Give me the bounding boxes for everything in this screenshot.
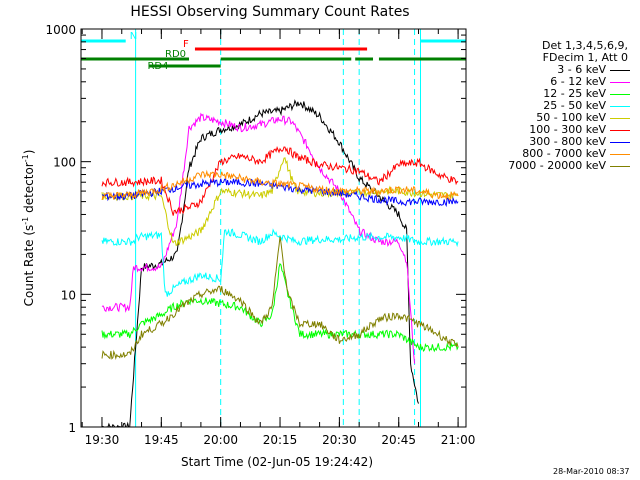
legend-entry: 100 - 300 keV — [470, 124, 636, 136]
series-lines — [101, 99, 459, 428]
legend-swatch — [610, 130, 630, 131]
chart-title: HESSI Observing Summary Count Rates — [130, 4, 409, 20]
series-line-5 — [101, 146, 459, 216]
y-axis-ticks: 1 10 100 1000 — [45, 23, 466, 435]
legend-swatch — [610, 94, 630, 95]
y-tick-label: 10 — [61, 288, 76, 302]
x-tick-label: 20:15 — [263, 433, 298, 447]
legend-entry: 12 - 25 keV — [470, 88, 636, 100]
legend-entry-label: 12 - 25 keV — [543, 87, 606, 100]
y-axis-label-tail: detector — [22, 162, 36, 217]
legend-swatch — [610, 154, 630, 155]
y-axis-label-sup: -1 — [21, 217, 30, 225]
timestamp: 28-Mar-2010 08:37 — [553, 467, 630, 476]
legend-entries: 3 - 6 keV 6 - 12 keV 12 - 25 keV 25 - 50 ke… — [470, 64, 636, 172]
flag-label: N — [130, 31, 137, 42]
y-axis-label-main: Count Rate (s — [22, 225, 36, 307]
x-tick-label: 20:30 — [322, 433, 357, 447]
legend-entry-label: 7000 - 20000 keV — [508, 159, 606, 172]
y-axis-label: Count Rate (s-1 detector-1) — [21, 150, 36, 307]
legend-swatch — [610, 142, 630, 143]
y-axis-label-sup2: -1 — [21, 154, 30, 162]
x-tick-label: 20:00 — [203, 433, 238, 447]
series-line-3 — [101, 228, 459, 297]
legend-header-line-2: FDecim 1, Att 0 — [542, 51, 628, 64]
series-line-8 — [101, 236, 459, 360]
legend-swatch — [610, 118, 630, 119]
legend-entry: 6 - 12 keV — [470, 76, 636, 88]
x-tick-label: 19:45 — [144, 433, 179, 447]
x-axis-label: Start Time (02-Jun-05 19:24:42) — [181, 455, 373, 469]
y-tick-label: 1000 — [45, 23, 76, 37]
x-axis-ticks: 19:30 19:45 20:00 20:15 20:30 20:45 21:00 — [81, 29, 476, 447]
flag-label: RD0 — [165, 49, 186, 60]
legend-header-line-1: Det 1,3,4,5,6,9, — [541, 39, 628, 52]
legend-entry-label: 50 - 100 keV — [536, 111, 606, 124]
series-line-0 — [101, 99, 419, 428]
legend-entry: 300 - 800 keV — [470, 136, 636, 148]
x-tick-label: 19:30 — [85, 433, 120, 447]
legend-entry-label: 800 - 7000 keV — [522, 147, 606, 160]
legend-swatch — [610, 106, 630, 107]
series-line-7 — [101, 169, 459, 201]
legend-swatch — [610, 70, 630, 71]
legend-entry-label: 300 - 800 keV — [529, 135, 606, 148]
legend-entry: 25 - 50 keV — [470, 100, 636, 112]
legend-entry: 800 - 7000 keV — [470, 148, 636, 160]
legend-entry-label: 100 - 300 keV — [529, 123, 606, 136]
legend-entry: 50 - 100 keV — [470, 112, 636, 124]
saa-boundary-lines — [80, 29, 467, 427]
legend-entry: 7000 - 20000 keV — [470, 160, 636, 172]
legend-entry-label: 6 - 12 keV — [550, 75, 606, 88]
legend-entry: 3 - 6 keV — [470, 64, 636, 76]
legend-swatch — [610, 166, 630, 167]
legend-swatch — [610, 82, 630, 83]
legend: Det 1,3,4,5,6,9, FDecim 1, Att 0 3 - 6 k… — [470, 40, 636, 172]
plot-frame — [80, 28, 467, 428]
y-tick-label: 100 — [53, 156, 76, 170]
legend-entry-label: 25 - 50 keV — [543, 99, 606, 112]
y-axis-label-end: ) — [22, 150, 36, 155]
series-line-1 — [101, 112, 416, 364]
x-tick-label: 21:00 — [441, 433, 476, 447]
series-line-2 — [101, 262, 459, 353]
y-tick-label: 1 — [68, 421, 76, 435]
flag-label: F — [183, 39, 189, 50]
legend-entry-label: 3 - 6 keV — [557, 63, 606, 76]
flag-label: RD4 — [147, 61, 168, 72]
series-line-4 — [101, 157, 459, 247]
x-tick-label: 20:45 — [381, 433, 416, 447]
